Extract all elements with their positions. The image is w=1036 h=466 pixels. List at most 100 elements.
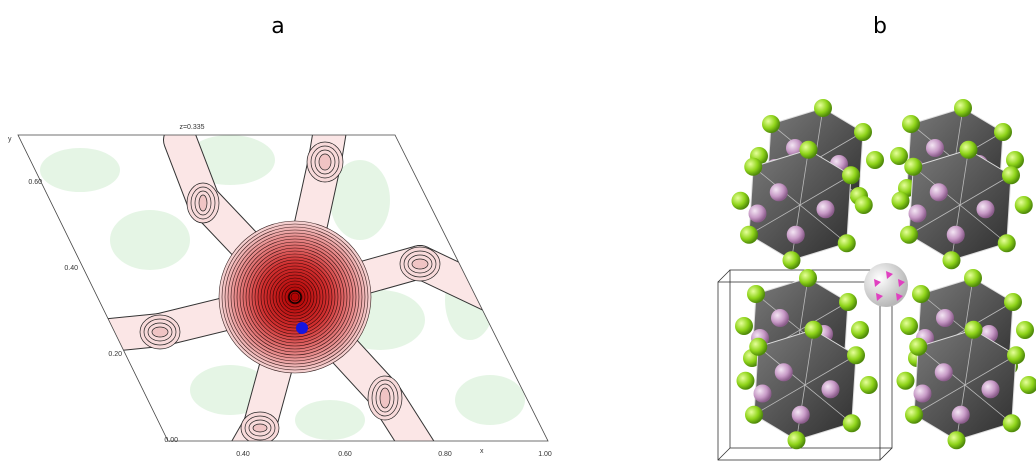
x-tick-label: 1.00 — [538, 451, 552, 458]
purple-atom — [929, 183, 948, 202]
marker-dot — [296, 322, 308, 334]
x-axis-label: x — [480, 448, 484, 455]
green-atom — [891, 191, 910, 210]
purple-atom — [769, 183, 788, 202]
green-atom — [736, 371, 755, 390]
core — [219, 221, 371, 373]
green-atom — [890, 147, 908, 165]
y-tick-label: 0.00 — [164, 437, 178, 444]
green-atom — [744, 157, 763, 176]
green-atom — [842, 414, 861, 433]
y-axis-label: y — [8, 136, 12, 143]
contour — [281, 283, 309, 311]
x-tick-label: 0.80 — [438, 451, 452, 458]
octahedron-edge — [908, 174, 1012, 236]
green-atom — [842, 166, 860, 185]
green-atom — [837, 234, 856, 253]
green-atom — [804, 320, 823, 339]
green-atom — [1007, 346, 1025, 365]
green-atom — [762, 115, 780, 133]
pink-marker — [898, 279, 905, 287]
green-atom — [904, 157, 923, 176]
green-atom — [905, 405, 923, 424]
green-atom — [997, 234, 1016, 253]
contour — [254, 256, 336, 338]
green-atom — [909, 337, 928, 356]
octahedron-edge — [753, 354, 857, 416]
pink-marker — [896, 293, 903, 301]
x-tick-label: 0.60 — [338, 451, 352, 458]
green-region — [40, 148, 120, 192]
green-atom — [964, 320, 983, 339]
green-atom — [782, 251, 801, 270]
green-atom — [799, 269, 817, 287]
green-atom — [994, 123, 1012, 141]
contour — [242, 244, 348, 350]
x-tick-label: 0.40 — [236, 451, 250, 458]
green-atom — [964, 269, 982, 287]
plot-frame — [17, 134, 549, 442]
octahedron-edge — [913, 354, 1017, 416]
purple-atom — [821, 380, 840, 399]
green-atom — [859, 376, 878, 394]
green-atom — [900, 317, 918, 335]
purple-atom — [913, 384, 932, 403]
green-atom — [947, 431, 966, 450]
contour — [275, 277, 315, 317]
green-atom — [1002, 414, 1021, 433]
pink-marker — [886, 271, 893, 279]
y-tick-label: 0.40 — [64, 265, 78, 272]
green-region — [330, 160, 390, 240]
green-atom — [747, 285, 765, 303]
center-atom — [864, 263, 908, 307]
contour-plot: z=0.335 x y 0.40 0.60 0.80 1.00 0.00 0.20 0.40… — [8, 124, 552, 458]
green-atom — [1014, 196, 1033, 214]
contour — [248, 250, 342, 344]
green-region — [455, 375, 525, 425]
green-atom — [1004, 293, 1022, 311]
panel-label: a — [271, 14, 284, 39]
purple-atom — [936, 309, 954, 327]
y-tick-label: 0.60 — [28, 179, 42, 186]
purple-atom — [981, 380, 1000, 399]
purple-atom — [816, 200, 835, 219]
green-atom — [1019, 376, 1036, 394]
cell-edge — [879, 447, 893, 461]
green-atom — [847, 346, 865, 365]
green-atom — [749, 337, 768, 356]
green-atom — [1002, 166, 1020, 185]
contour — [198, 194, 208, 212]
contour — [269, 271, 321, 323]
contour — [233, 235, 357, 359]
purple-atom — [753, 384, 772, 403]
contour — [236, 238, 354, 356]
contour — [230, 232, 360, 362]
peak — [288, 290, 302, 304]
green-atom — [814, 99, 832, 117]
y-tick-label: 0.20 — [108, 351, 122, 358]
green-atom — [745, 405, 763, 424]
purple-atom — [926, 139, 944, 157]
contour — [263, 265, 327, 329]
green-atom — [866, 151, 884, 169]
contour — [239, 241, 351, 353]
contour — [290, 292, 300, 302]
contour — [151, 326, 169, 338]
panel-label: b — [873, 14, 887, 39]
green-atom — [854, 123, 872, 141]
green-atom — [959, 140, 978, 159]
plot-title: z=0.335 — [179, 124, 204, 131]
purple-atom — [774, 363, 793, 382]
green-atom — [731, 191, 750, 210]
green-atom — [839, 293, 857, 311]
purple-atom — [908, 204, 927, 223]
green-atom — [912, 285, 930, 303]
contour — [251, 253, 339, 341]
contour — [272, 274, 318, 320]
contour — [218, 220, 372, 374]
green-region — [295, 400, 365, 440]
green-atom — [735, 317, 753, 335]
octahedron-edge — [748, 174, 852, 236]
contour — [221, 223, 369, 371]
green-atom — [900, 225, 918, 244]
